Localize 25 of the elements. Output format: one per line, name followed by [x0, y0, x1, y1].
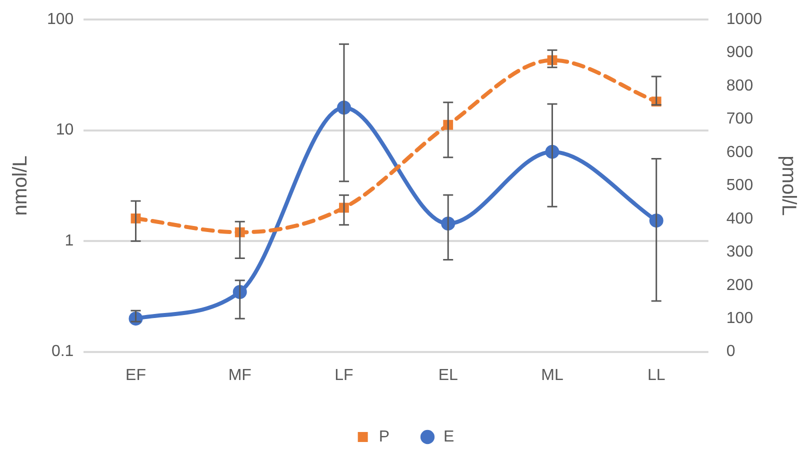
y2-tick-label: 1000: [726, 11, 762, 28]
x-tick-label: ML: [541, 366, 564, 384]
x-tick-label: EL: [438, 366, 458, 384]
y2-tick-label: 400: [726, 210, 754, 228]
y-tick-label: 100: [46, 11, 74, 28]
y-axis-title: nmol/L: [10, 156, 32, 216]
x-tick-label: LF: [334, 366, 354, 384]
y2-tick-label: 300: [726, 244, 754, 261]
y2-axis-title: pmol/L: [777, 156, 800, 216]
y-tick-label: 10: [56, 122, 74, 139]
legend-label: P: [378, 428, 390, 446]
y2-tick-label: 500: [726, 177, 754, 194]
y2-tick-label: 0: [726, 343, 736, 360]
legend-label: E: [444, 428, 454, 446]
y2-tick-label: 700: [726, 110, 754, 128]
x-tick-label: MF: [228, 366, 252, 384]
y2-tick-label: 900: [726, 44, 754, 62]
x-tick-label: EF: [126, 366, 146, 384]
x-tick-label: LL: [647, 366, 666, 384]
y-tick-label: 1: [64, 232, 74, 250]
y2-tick-label: 100: [726, 310, 754, 327]
y2-tick-label: 600: [726, 144, 754, 161]
y2-tick-label: 800: [726, 77, 754, 94]
y-tick-label: 0.1: [51, 343, 74, 360]
y2-tick-label: 200: [726, 276, 754, 294]
